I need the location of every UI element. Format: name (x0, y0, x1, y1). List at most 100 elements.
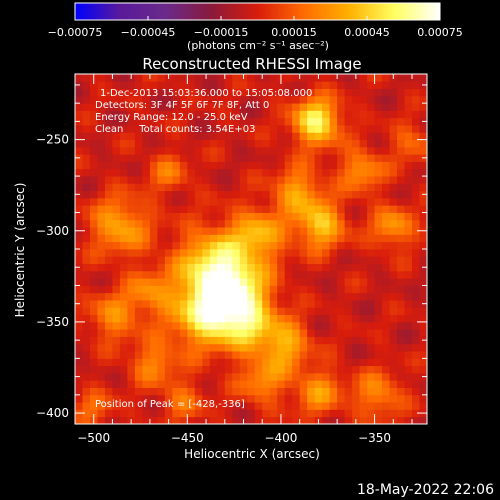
heatmap-cell (224, 365, 233, 374)
heatmap-cell (164, 380, 173, 388)
heatmap-cell (194, 190, 203, 199)
heatmap-cell (232, 336, 241, 345)
heatmap-cell (172, 212, 181, 221)
heatmap-cell (164, 241, 173, 250)
heatmap-cell (134, 234, 143, 243)
heatmap-cell (254, 292, 263, 301)
heatmap-cell (179, 402, 188, 410)
heatmap-cell (269, 117, 278, 126)
heatmap-cell (359, 190, 368, 199)
heatmap-cell (382, 329, 390, 337)
heatmap-cell (209, 416, 218, 424)
heatmap-cell (382, 336, 390, 345)
heatmap-cell (82, 241, 91, 250)
heatmap-cell (82, 110, 91, 119)
heatmap-cell (284, 103, 293, 111)
heatmap-cell (352, 358, 360, 367)
heatmap-cell (299, 125, 308, 133)
heatmap-cell (322, 190, 331, 199)
heatmap-cell (412, 358, 420, 367)
heatmap-cell (157, 416, 166, 424)
heatmap-cell (239, 81, 248, 89)
heatmap-cell (277, 95, 286, 104)
heatmap-cell (299, 234, 308, 243)
heatmap-cell (187, 154, 196, 162)
heatmap-cell (359, 300, 368, 308)
heatmap-cell (209, 125, 218, 133)
heatmap-cell (269, 329, 278, 337)
heatmap-cell (389, 394, 398, 403)
heatmap-cell (134, 285, 143, 294)
heatmap-cell (419, 197, 427, 206)
heatmap-cell (164, 212, 173, 221)
heatmap-cell (209, 234, 218, 243)
heatmap-cell (307, 336, 316, 345)
heatmap-cell (292, 219, 301, 228)
heatmap-cell (344, 292, 353, 301)
heatmap-cell (292, 146, 301, 155)
heatmap-cell (224, 176, 233, 184)
heatmap-cell (292, 139, 301, 148)
heatmap-cell (247, 336, 256, 345)
heatmap-cell (292, 95, 301, 104)
heatmap-cell (352, 117, 360, 126)
heatmap-cell (307, 329, 316, 337)
heatmap-cell (254, 227, 263, 235)
heatmap-cell (419, 125, 427, 133)
heatmap-cell (404, 321, 413, 330)
heatmap-cell (322, 249, 331, 257)
heatmap-cell (89, 351, 98, 359)
heatmap-cell (269, 234, 278, 243)
heatmap-cell (359, 117, 368, 126)
heatmap-cell (149, 146, 158, 155)
heatmap-cell (104, 402, 113, 410)
heatmap-cell (112, 300, 121, 308)
heatmap-cell (194, 176, 203, 184)
heatmap-cell (217, 176, 226, 184)
heatmap-cell (112, 314, 121, 323)
heatmap-cell (419, 394, 427, 403)
heatmap-cell (374, 300, 383, 308)
heatmap-cell (254, 190, 263, 199)
heatmap-cell (382, 117, 390, 126)
heatmap-cell (224, 219, 233, 228)
heatmap-cell (314, 95, 323, 104)
heatmap-cell (164, 387, 173, 396)
heatmap-cell (179, 132, 188, 141)
heatmap-cell (97, 227, 106, 235)
heatmap-cell (307, 256, 316, 264)
heatmap-cell (172, 103, 181, 111)
heatmap-cell (202, 103, 211, 111)
heatmap-cell (127, 256, 136, 264)
heatmap-cell (344, 307, 353, 316)
heatmap-cell (97, 372, 106, 381)
heatmap-cell (172, 307, 181, 316)
heatmap-cell (397, 125, 405, 133)
heatmap-cell (187, 132, 196, 141)
heatmap-cell (232, 394, 241, 403)
heatmap-cell (254, 154, 263, 162)
heatmap-cell (404, 270, 413, 279)
heatmap-cell (194, 387, 203, 396)
heatmap-cell (127, 336, 136, 345)
heatmap-cell (187, 285, 196, 294)
heatmap-cell (419, 329, 427, 337)
heatmap-cell (217, 132, 226, 141)
heatmap-cell (262, 183, 271, 192)
heatmap-cell (247, 343, 256, 352)
heatmap-cell (269, 197, 278, 206)
heatmap-cell (164, 154, 173, 162)
heatmap-cell (254, 176, 263, 184)
heatmap-cell (224, 336, 233, 345)
heatmap-cell (104, 168, 113, 177)
heatmap-cell (187, 249, 196, 257)
heatmap-cell (404, 81, 413, 89)
heatmap-cell (329, 292, 338, 301)
heatmap-cell (157, 227, 166, 235)
heatmap-cell (277, 292, 286, 301)
heatmap-cell (404, 249, 413, 257)
heatmap-cell (322, 227, 331, 235)
heatmap-cell (352, 132, 360, 141)
heatmap-cell (172, 95, 181, 104)
